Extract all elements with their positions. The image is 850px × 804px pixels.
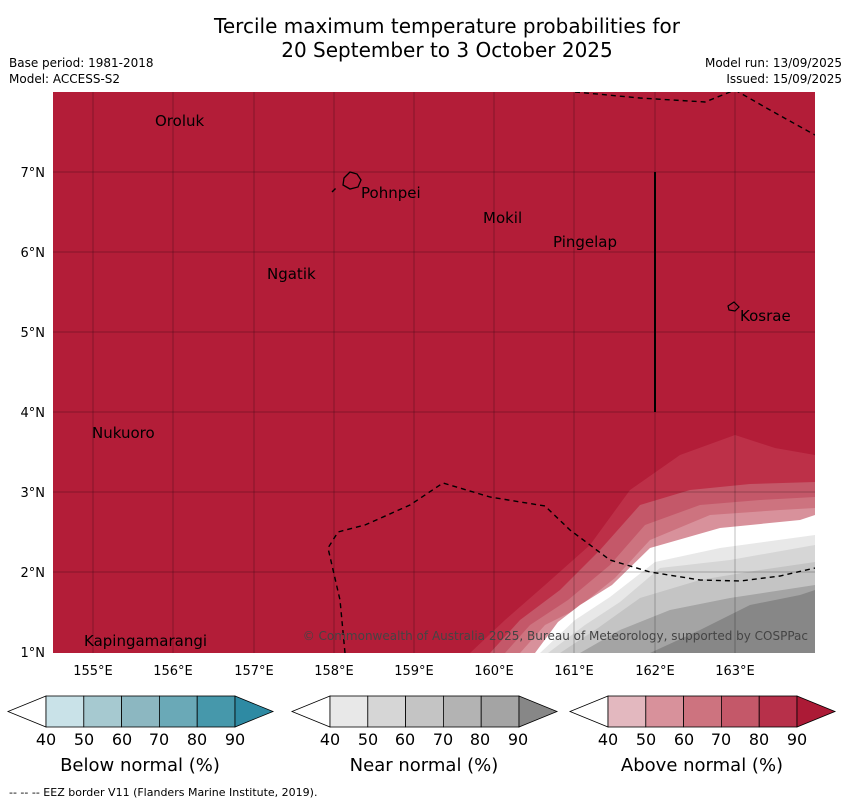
colorbar-swatch [121, 695, 160, 728]
title-line-1: Tercile maximum temperature probabilitie… [214, 14, 680, 38]
y-tick-label: 6°N [21, 246, 46, 261]
colorbar-swatch [442, 695, 482, 728]
place-label: Kosrae [740, 307, 791, 325]
y-axis-ticks: 7°N 6°N 5°N 4°N 3°N 2°N 1°N [21, 166, 46, 661]
x-tick-label: 155°E [73, 664, 113, 679]
colorbar-tick: 50 [635, 730, 657, 749]
colorbar-tick: 70 [148, 730, 170, 749]
meta-left: Base period: 1981-2018 Model: ACCESS-S2 [9, 55, 154, 87]
place-label: Nukuoro [92, 424, 155, 442]
colorbar-title-above: Above normal (%) [620, 755, 784, 776]
colorbar-title-below: Below normal (%) [60, 755, 220, 776]
colorbar-extend-right [796, 695, 837, 728]
colorbar-extend-left [568, 695, 609, 728]
place-labels: Oroluk Pohnpei Mokil Pingelap Ngatik Kos… [84, 112, 791, 650]
colorbar-tick: 90 [507, 730, 529, 749]
place-label: Kapingamarangi [84, 632, 207, 650]
band-near-80 [650, 590, 815, 653]
colorbars [6, 695, 837, 728]
issued-date: Issued: 15/09/2025 [726, 72, 842, 86]
gridlines [53, 92, 815, 653]
x-axis-ticks: 155°E 156°E 157°E 158°E 159°E 160°E 161°… [73, 664, 755, 679]
place-label: Pohnpei [361, 184, 421, 202]
place-label: Oroluk [155, 112, 204, 130]
place-label: Ngatik [267, 265, 316, 283]
colorbar-swatch [480, 695, 520, 728]
chart-title: Tercile maximum temperature probabilitie… [0, 14, 850, 62]
x-tick-label: 162°E [635, 664, 675, 679]
colorbar-swatch [158, 695, 198, 728]
colorbar-title-near: Near normal (%) [349, 755, 499, 776]
x-tick-label: 156°E [153, 664, 193, 679]
colorbar-tick: 60 [394, 730, 416, 749]
colorbar-extend-right [518, 695, 559, 728]
eez-borders [327, 92, 815, 653]
colorbar-swatch [758, 695, 798, 728]
place-label: Pingelap [553, 233, 617, 251]
title-line-2: 20 September to 3 October 2025 [281, 38, 613, 62]
colorbar-tick: 90 [786, 730, 808, 749]
colorbar-tick: 60 [111, 730, 133, 749]
y-tick-label: 2°N [21, 566, 46, 581]
kosrae-island-outline [727, 301, 740, 312]
colorbar-tick: 80 [748, 730, 770, 749]
colorbar-swatch [607, 695, 647, 728]
colorbar-swatch [645, 695, 684, 728]
y-tick-label: 5°N [21, 326, 46, 341]
y-tick-label: 1°N [21, 646, 46, 661]
colorbar-tick: 40 [35, 730, 57, 749]
x-tick-label: 159°E [394, 664, 434, 679]
y-tick-label: 4°N [21, 406, 46, 421]
colorbar-swatch [405, 695, 444, 728]
colorbar-swatch [329, 695, 369, 728]
colorbar-tick: 90 [224, 730, 246, 749]
colorbar-swatch [721, 695, 760, 728]
colorbar-tick: 70 [710, 730, 732, 749]
colorbar-tick: 40 [319, 730, 341, 749]
y-tick-label: 3°N [21, 486, 46, 501]
model-name: Model: ACCESS-S2 [9, 72, 121, 86]
colorbar-swatch [683, 695, 722, 728]
colorbar-tick: 60 [673, 730, 695, 749]
colorbar-swatch [367, 695, 406, 728]
colorbar-extend-left [6, 695, 47, 728]
meta-right: Model run: 13/09/2025 Issued: 15/09/2025 [705, 55, 842, 87]
x-tick-label: 158°E [314, 664, 354, 679]
pohnpei-island-outline [342, 171, 362, 190]
x-tick-label: 160°E [474, 664, 514, 679]
colorbar-tick: 50 [357, 730, 379, 749]
colorbar-swatch [83, 695, 123, 728]
map-area [53, 92, 815, 653]
y-tick-label: 7°N [21, 166, 46, 181]
place-label: Mokil [483, 209, 522, 227]
copyright-credit: © Commonwealth of Australia 2025, Bureau… [303, 629, 808, 643]
x-tick-label: 161°E [554, 664, 594, 679]
colorbar-tick: 40 [597, 730, 619, 749]
eez-footnote: -- -- -- EEZ border V11 (Flanders Marine… [9, 786, 318, 799]
model-run: Model run: 13/09/2025 [704, 56, 842, 70]
colorbar-tick: 80 [469, 730, 491, 749]
colorbar-tick: 80 [186, 730, 208, 749]
colorbar-tick: 70 [432, 730, 454, 749]
colorbar-extend-right [234, 695, 275, 728]
x-tick-label: 163°E [715, 664, 755, 679]
base-period: Base period: 1981-2018 [9, 56, 154, 70]
colorbar-swatch [45, 695, 85, 728]
colorbar-extend-left [290, 695, 331, 728]
colorbar-swatch [196, 695, 236, 728]
x-tick-label: 157°E [234, 664, 274, 679]
colorbar-tick: 50 [73, 730, 95, 749]
